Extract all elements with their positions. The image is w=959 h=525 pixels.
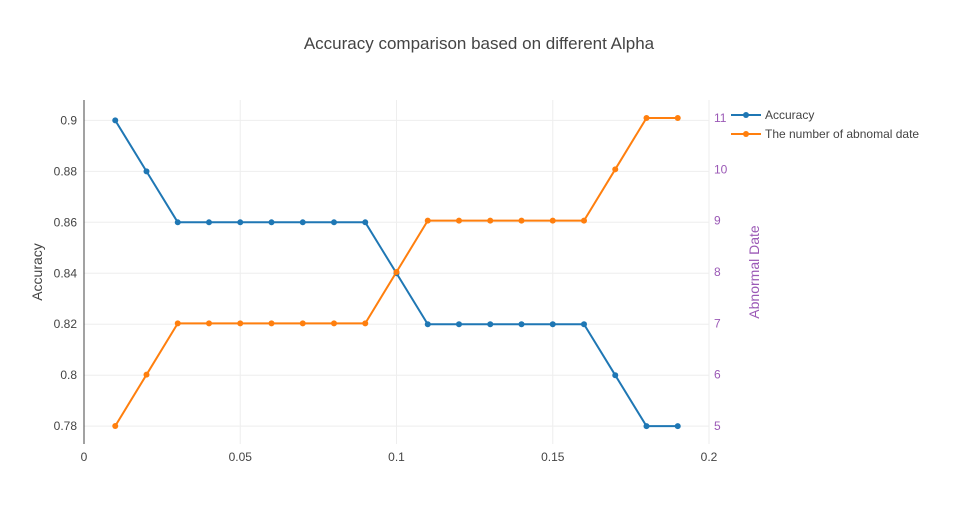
chart-title: Accuracy comparison based on different A… xyxy=(304,34,655,53)
y-right-tick-label: 11 xyxy=(714,111,727,125)
data-point xyxy=(237,320,244,327)
legend-swatch-marker xyxy=(743,131,749,137)
data-point xyxy=(362,320,369,327)
data-point xyxy=(299,219,306,226)
data-point xyxy=(518,321,525,328)
data-point xyxy=(206,320,212,327)
data-point xyxy=(643,114,650,121)
y-left-tick-label: 0.8 xyxy=(60,368,77,382)
data-point xyxy=(581,321,587,328)
y-right-tick-label: 10 xyxy=(714,162,728,176)
data-point xyxy=(549,321,556,328)
y-right-tick-label: 8 xyxy=(714,265,721,279)
data-point xyxy=(487,217,494,224)
data-point xyxy=(268,320,275,327)
y-left-tick-label: 0.86 xyxy=(54,215,78,229)
y-left-tick-label: 0.84 xyxy=(54,266,78,280)
data-point xyxy=(612,372,619,379)
y-left-tick-label: 0.9 xyxy=(60,113,77,127)
data-point xyxy=(674,114,681,121)
data-point xyxy=(174,219,181,226)
y-right-tick-label: 6 xyxy=(714,368,721,382)
data-point xyxy=(549,217,556,224)
data-point xyxy=(424,321,431,328)
data-point xyxy=(518,217,525,224)
data-point xyxy=(581,217,587,224)
legend-swatch-marker xyxy=(743,112,749,118)
x-tick-label: 0.05 xyxy=(229,450,253,464)
y-left-tick-label: 0.82 xyxy=(54,317,78,331)
data-point xyxy=(237,219,244,226)
y-left-axis-title: Accuracy xyxy=(29,243,45,301)
data-point xyxy=(143,371,150,378)
axes-layer: 0 0.05 0.1 0.15 0.2 0.78 0.8 0.82 0.84 0.86 0.88 0.… xyxy=(54,100,728,464)
y-left-tick-label: 0.78 xyxy=(54,419,78,433)
data-point xyxy=(456,321,462,328)
data-point xyxy=(331,320,337,327)
data-point xyxy=(393,269,400,275)
legend-label: Accuracy xyxy=(765,108,814,122)
data-point xyxy=(143,168,150,175)
data-point xyxy=(174,320,181,327)
data-point xyxy=(268,219,275,226)
data-point xyxy=(206,219,212,226)
data-point xyxy=(362,219,369,226)
data-point xyxy=(424,217,431,224)
y-left-tick-label: 0.88 xyxy=(54,164,78,178)
legend[interactable]: Accuracy The number of abnomal date xyxy=(731,108,919,141)
legend-label: The number of abnomal date xyxy=(765,127,919,141)
y-right-tick-label: 5 xyxy=(714,419,721,433)
data-point xyxy=(331,219,337,226)
series-layer xyxy=(112,114,681,430)
x-tick-label: 0.2 xyxy=(701,450,718,464)
data-point xyxy=(456,217,462,224)
data-point xyxy=(612,166,619,173)
x-tick-label: 0.15 xyxy=(541,450,565,464)
data-point xyxy=(487,321,494,328)
data-point xyxy=(643,423,650,430)
x-tick-label: 0 xyxy=(81,450,88,464)
y-right-tick-label: 7 xyxy=(714,316,721,330)
y-right-tick-label: 9 xyxy=(714,214,721,228)
data-point xyxy=(674,423,681,430)
x-tick-label: 0.1 xyxy=(388,450,405,464)
data-point xyxy=(299,320,306,327)
data-point xyxy=(112,117,119,124)
y-right-axis-title: Abnormal Date xyxy=(746,225,762,319)
data-point xyxy=(112,423,119,430)
